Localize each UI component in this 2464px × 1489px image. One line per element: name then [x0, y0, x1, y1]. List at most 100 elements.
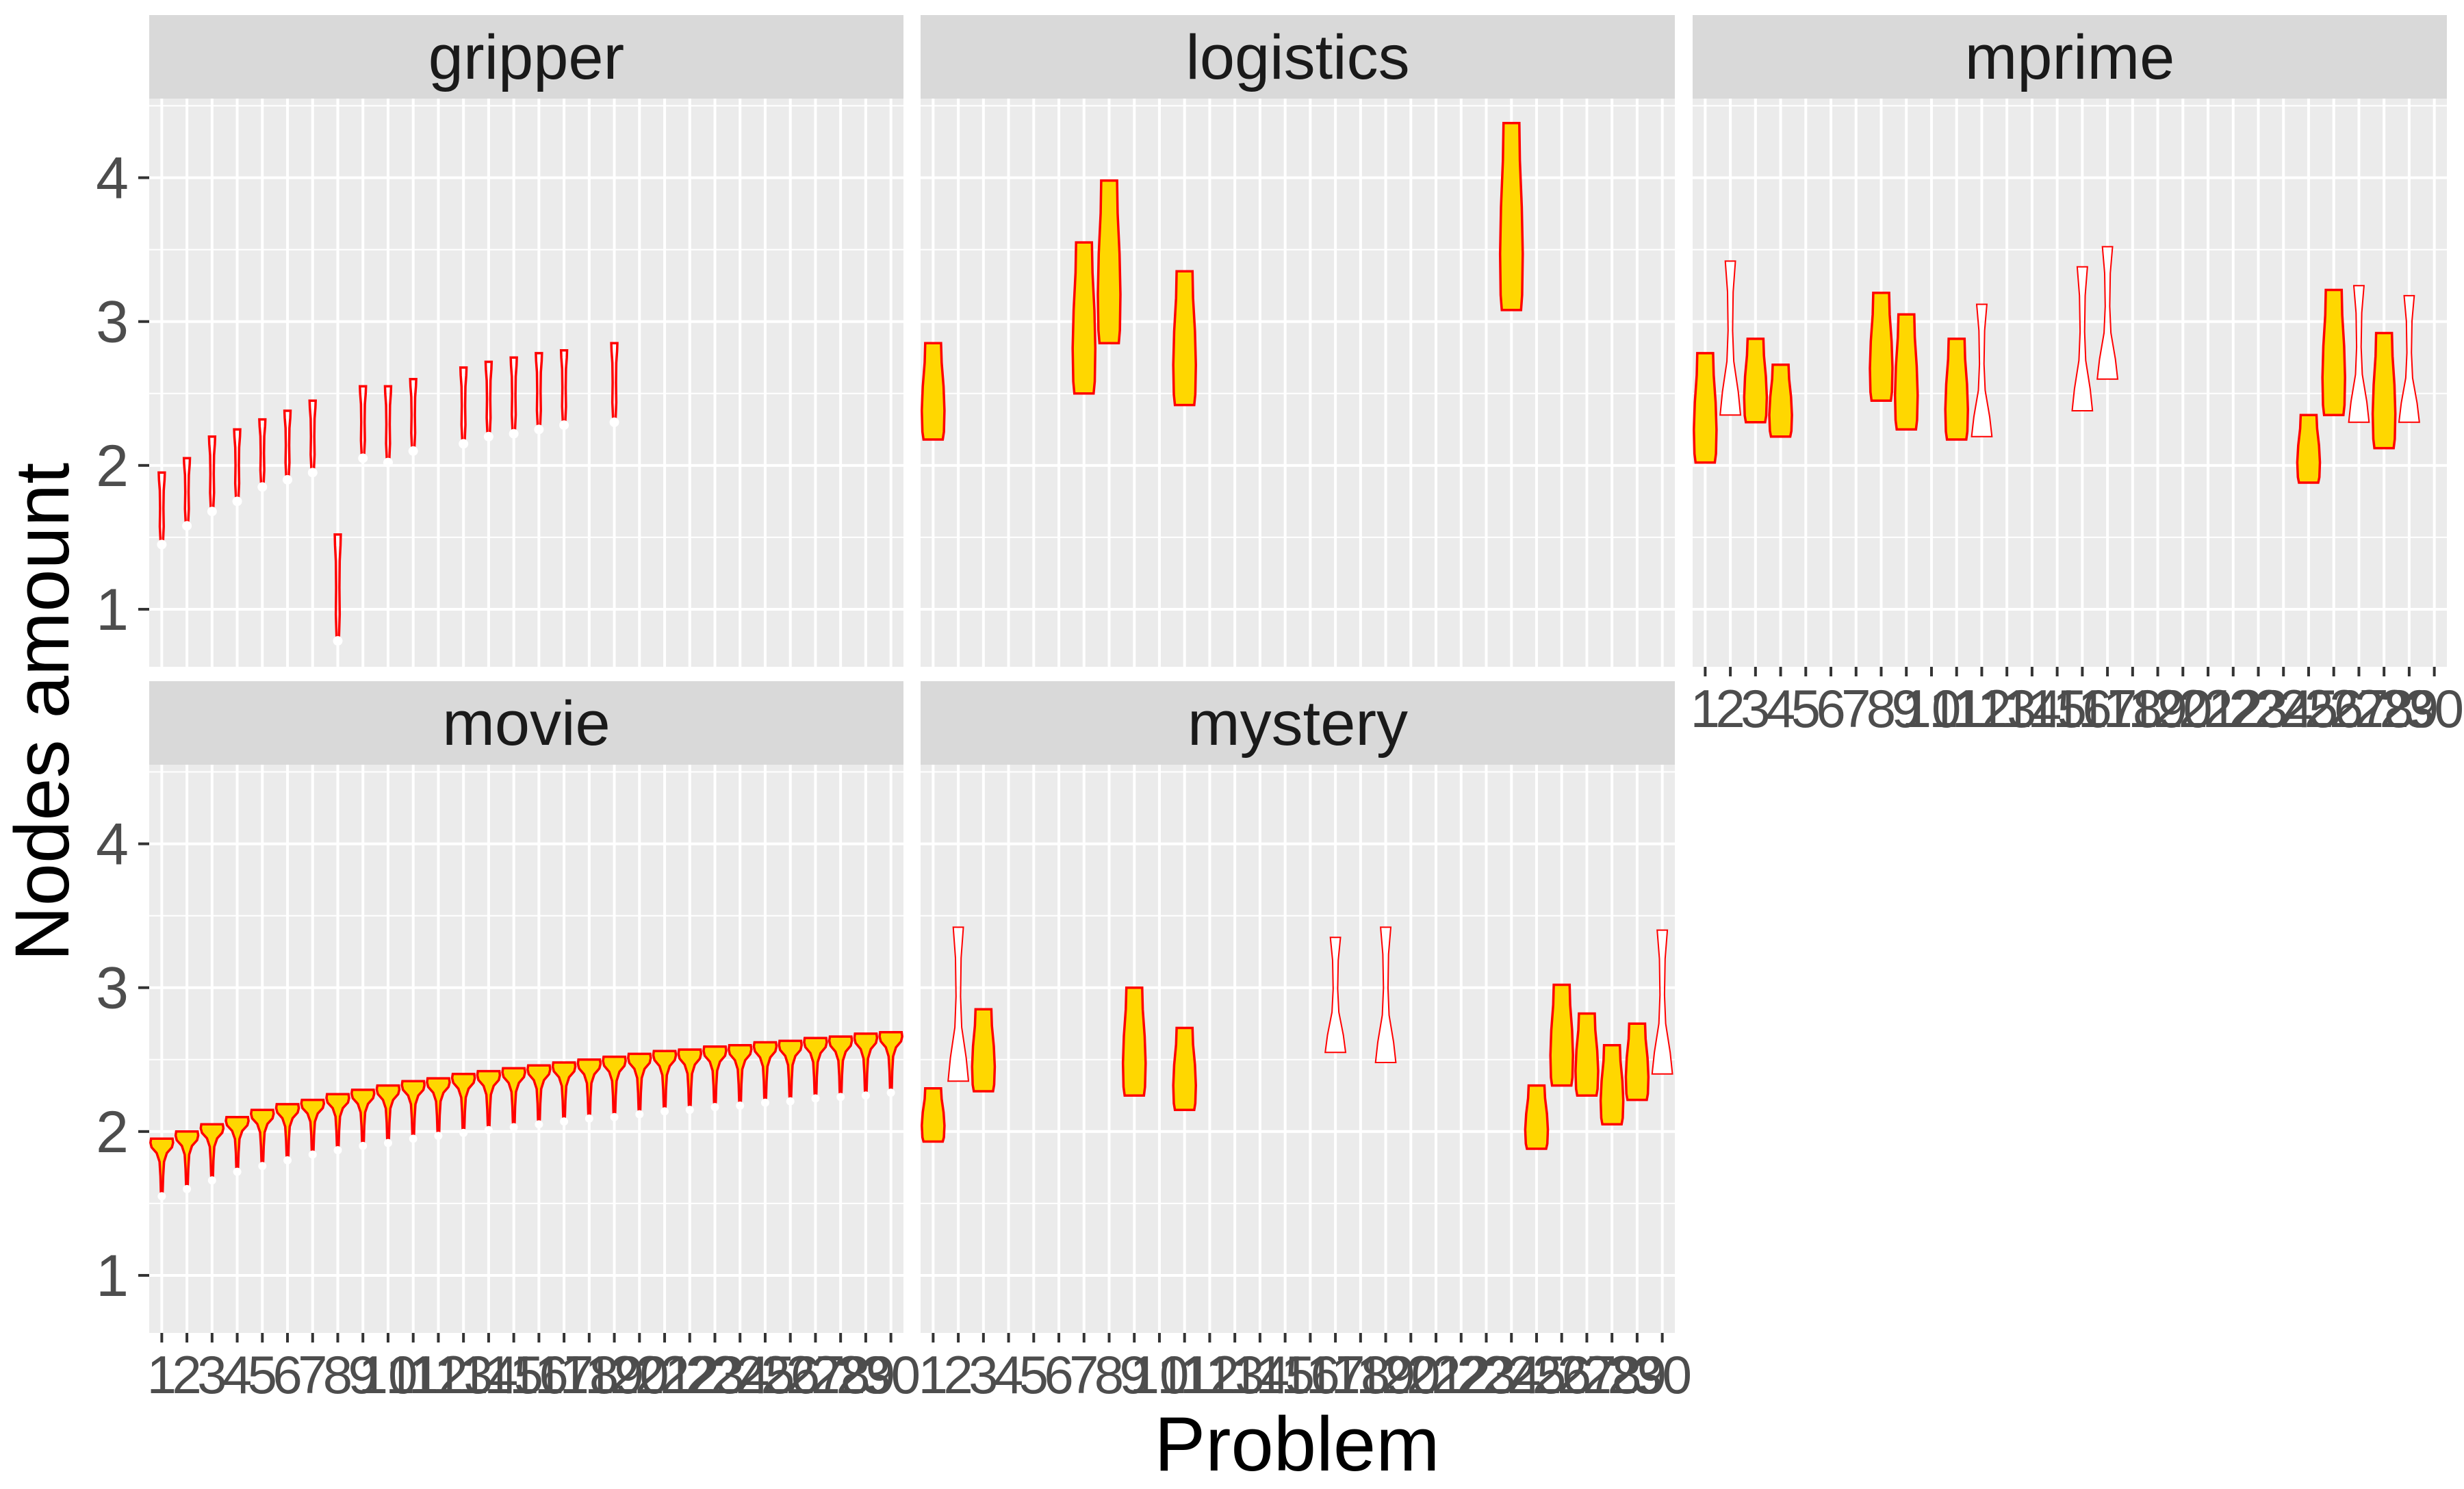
y-tick-label: 3: [96, 956, 129, 1021]
violin-logistics-8: [1096, 179, 1122, 344]
y-tick-label: 4: [96, 812, 129, 878]
violin-movie-9: [350, 1089, 376, 1147]
x-tick-label: 23: [2229, 678, 2288, 739]
x-tick-label: 14: [1231, 1345, 1290, 1405]
x-tick-label: 3: [197, 1345, 227, 1405]
x-tick-label: 25: [736, 1345, 795, 1405]
x-tick-label: 30: [2404, 678, 2464, 739]
violin-min-point: [383, 1138, 392, 1147]
x-tick-label: 16: [2053, 678, 2112, 739]
violin-min-point: [459, 1128, 468, 1137]
violin-min-point: [685, 1106, 694, 1115]
violin-min-point: [483, 431, 493, 442]
violin-movie-24: [727, 1043, 753, 1107]
violin-mprime-26: [2321, 288, 2346, 417]
x-tick-label: 5: [248, 1345, 277, 1405]
strip-label-gripper: gripper: [428, 23, 624, 92]
strip-label-movie: movie: [442, 689, 610, 759]
violin-gripper-9: [358, 385, 368, 460]
violin-min-point: [459, 439, 469, 449]
violin-min-point: [409, 1134, 418, 1143]
violin-movie-7: [300, 1098, 326, 1156]
violin-min-point: [258, 1162, 267, 1171]
violin-movie-25: [752, 1041, 778, 1104]
violin-min-point: [257, 482, 268, 492]
y-tick-label: 2: [96, 433, 129, 499]
x-tick-label: 17: [2078, 678, 2138, 739]
x-tick-label: 21: [1407, 1345, 1466, 1405]
violin-mprime-29: [2398, 294, 2420, 423]
violin-mystery-19: [1374, 926, 1397, 1063]
violin-movie-17: [551, 1061, 577, 1123]
violin-min-point: [609, 417, 619, 427]
x-tick-label: 11: [1157, 1345, 1212, 1405]
x-tick-label: 9: [1120, 1345, 1149, 1405]
x-tick-label: 22: [660, 1345, 719, 1405]
violin-min-point: [358, 453, 368, 463]
violin-movie-10: [375, 1084, 401, 1145]
violin-logistics-7: [1071, 241, 1097, 395]
strip-label-logistics: logistics: [1185, 23, 1409, 92]
x-tick-label: 26: [760, 1345, 820, 1405]
violin-gripper-1: [157, 471, 166, 546]
violin-min-point: [157, 539, 167, 550]
x-tick-label: 20: [1381, 1345, 1441, 1405]
x-tick-label: 30: [1632, 1345, 1692, 1405]
violin-mystery-27: [1574, 1012, 1600, 1097]
violin-mprime-27: [2348, 285, 2370, 423]
violin-gripper-8: [333, 533, 342, 642]
violin-gripper-17: [559, 348, 569, 427]
violin-movie-15: [501, 1067, 526, 1129]
violin-movie-3: [199, 1123, 225, 1182]
violin-min-point: [760, 1098, 769, 1107]
violin-movie-13: [450, 1073, 476, 1134]
violin-gripper-5: [258, 418, 267, 489]
x-tick-label: 16: [509, 1345, 569, 1405]
violin-movie-26: [778, 1039, 803, 1103]
x-tick-label: 22: [1431, 1345, 1491, 1405]
strip-label-mystery: mystery: [1188, 689, 1408, 759]
strip-gripper: [149, 15, 903, 99]
violin-mprime-9: [1893, 313, 1919, 431]
violin-min-point: [786, 1097, 795, 1106]
violin-min-point: [283, 1156, 292, 1165]
violin-gripper-11: [409, 377, 418, 453]
violin-min-point: [811, 1094, 820, 1103]
violin-min-point: [283, 474, 293, 485]
violin-mprime-16: [2071, 266, 2094, 411]
violin-mprime-11: [1944, 338, 1969, 441]
x-axis-title: Problem: [1154, 1401, 1439, 1487]
x-tick-label: 10: [359, 1345, 418, 1405]
violin-movie-18: [576, 1058, 602, 1120]
violin-mprime-2: [1719, 260, 1742, 416]
violin-mystery-11: [1172, 1026, 1197, 1112]
x-tick-label: 17: [535, 1345, 594, 1405]
violin-logistics-11: [1172, 270, 1197, 407]
violin-movie-12: [426, 1077, 451, 1137]
x-tick-label: 4: [994, 1345, 1023, 1405]
x-tick-label: 29: [836, 1345, 896, 1405]
x-tick-label: 10: [1130, 1345, 1190, 1405]
violin-min-point: [710, 1103, 719, 1112]
violin-min-point: [559, 420, 569, 430]
violin-min-point: [610, 1112, 619, 1121]
x-tick-label: 24: [2254, 678, 2313, 739]
x-tick-label: 12: [1952, 678, 2012, 739]
violin-mprime-1: [1693, 352, 1718, 464]
x-tick-label: 21: [635, 1345, 695, 1405]
x-tick-label: 3: [968, 1345, 998, 1405]
violin-min-point: [207, 1176, 216, 1185]
violin-min-point: [359, 1141, 368, 1150]
strip-mystery: [921, 681, 1675, 765]
x-tick-label: 14: [2003, 678, 2062, 739]
violin-mystery-17: [1324, 937, 1347, 1054]
x-tick-label: 1: [147, 1345, 177, 1405]
violin-gripper-16: [535, 352, 543, 431]
violin-min-point: [207, 507, 217, 517]
plot-area-mprime: [1693, 99, 2447, 667]
x-tick-label: 15: [484, 1345, 543, 1405]
y-tick-label: 1: [96, 577, 129, 643]
violin-min-point: [232, 496, 242, 507]
x-tick-label: 9: [348, 1345, 378, 1405]
violin-mystery-1: [921, 1087, 946, 1143]
